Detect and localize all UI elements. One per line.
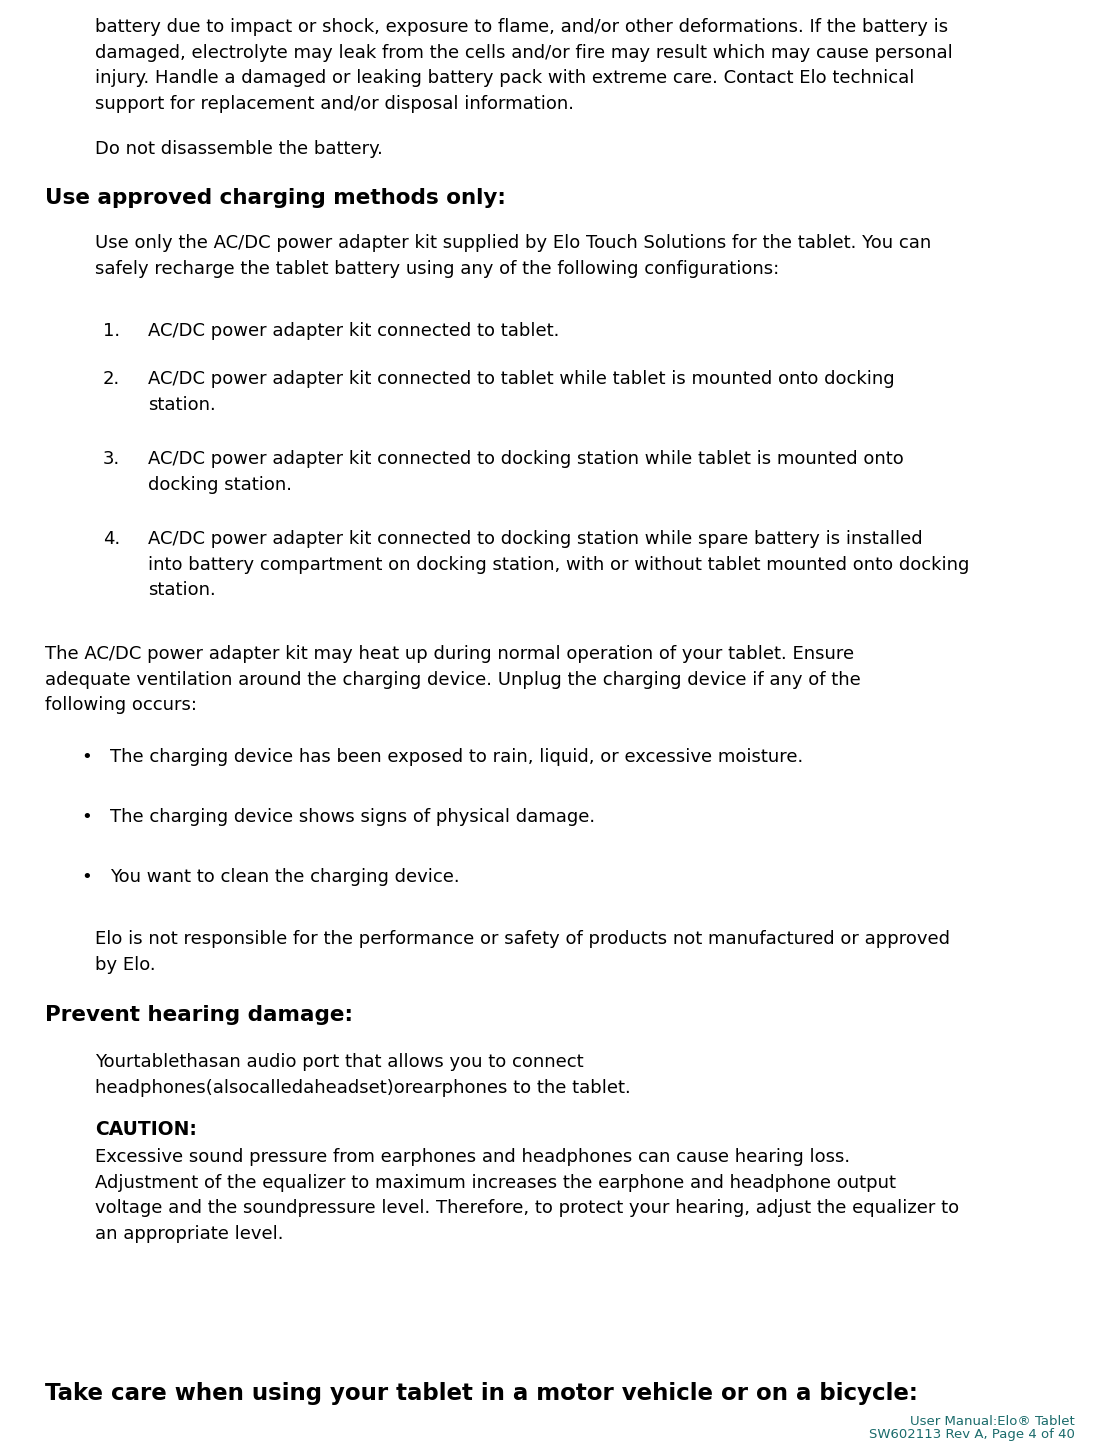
Text: Elo is not responsible for the performance or safety of products not manufacture: Elo is not responsible for the performan…	[95, 930, 950, 973]
Text: Prevent hearing damage:: Prevent hearing damage:	[45, 1005, 353, 1024]
Text: You want to clean the charging device.: You want to clean the charging device.	[110, 869, 460, 886]
Text: Use approved charging methods only:: Use approved charging methods only:	[45, 188, 506, 208]
Text: The AC/DC power adapter kit may heat up during normal operation of your tablet. : The AC/DC power adapter kit may heat up …	[45, 645, 861, 714]
Text: 3.: 3.	[103, 450, 120, 469]
Text: Use only the AC/DC power adapter kit supplied by Elo Touch Solutions for the tab: Use only the AC/DC power adapter kit sup…	[95, 234, 931, 278]
Text: AC/DC power adapter kit connected to docking station while tablet is mounted ont: AC/DC power adapter kit connected to doc…	[148, 450, 903, 493]
Text: The charging device has been exposed to rain, liquid, or excessive moisture.: The charging device has been exposed to …	[110, 748, 804, 765]
Text: AC/DC power adapter kit connected to docking station while spare battery is inst: AC/DC power adapter kit connected to doc…	[148, 530, 969, 599]
Text: battery due to impact or shock, exposure to flame, and/or other deformations. If: battery due to impact or shock, exposure…	[95, 17, 953, 113]
Text: The charging device shows signs of physical damage.: The charging device shows signs of physi…	[110, 808, 595, 826]
Text: Take care when using your tablet in a motor vehicle or on a bicycle:: Take care when using your tablet in a mo…	[45, 1382, 918, 1406]
Text: SW602113 Rev A, Page 4 of 40: SW602113 Rev A, Page 4 of 40	[869, 1429, 1075, 1442]
Text: •: •	[81, 748, 92, 765]
Text: Yourtablethasan audio port that allows you to connect
headphones(alsocalledahead: Yourtablethasan audio port that allows y…	[95, 1053, 631, 1097]
Text: 2.: 2.	[103, 370, 120, 388]
Text: Excessive sound pressure from earphones and headphones can cause hearing loss.
A: Excessive sound pressure from earphones …	[95, 1148, 959, 1243]
Text: User Manual:Elo® Tablet: User Manual:Elo® Tablet	[910, 1416, 1075, 1427]
Text: 4.: 4.	[103, 530, 120, 549]
Text: AC/DC power adapter kit connected to tablet.: AC/DC power adapter kit connected to tab…	[148, 322, 560, 340]
Text: •: •	[81, 808, 92, 826]
Text: 1.: 1.	[103, 322, 120, 340]
Text: AC/DC power adapter kit connected to tablet while tablet is mounted onto docking: AC/DC power adapter kit connected to tab…	[148, 370, 895, 413]
Text: •: •	[81, 869, 92, 886]
Text: CAUTION:: CAUTION:	[95, 1120, 197, 1139]
Text: Do not disassemble the battery.: Do not disassemble the battery.	[95, 140, 383, 159]
